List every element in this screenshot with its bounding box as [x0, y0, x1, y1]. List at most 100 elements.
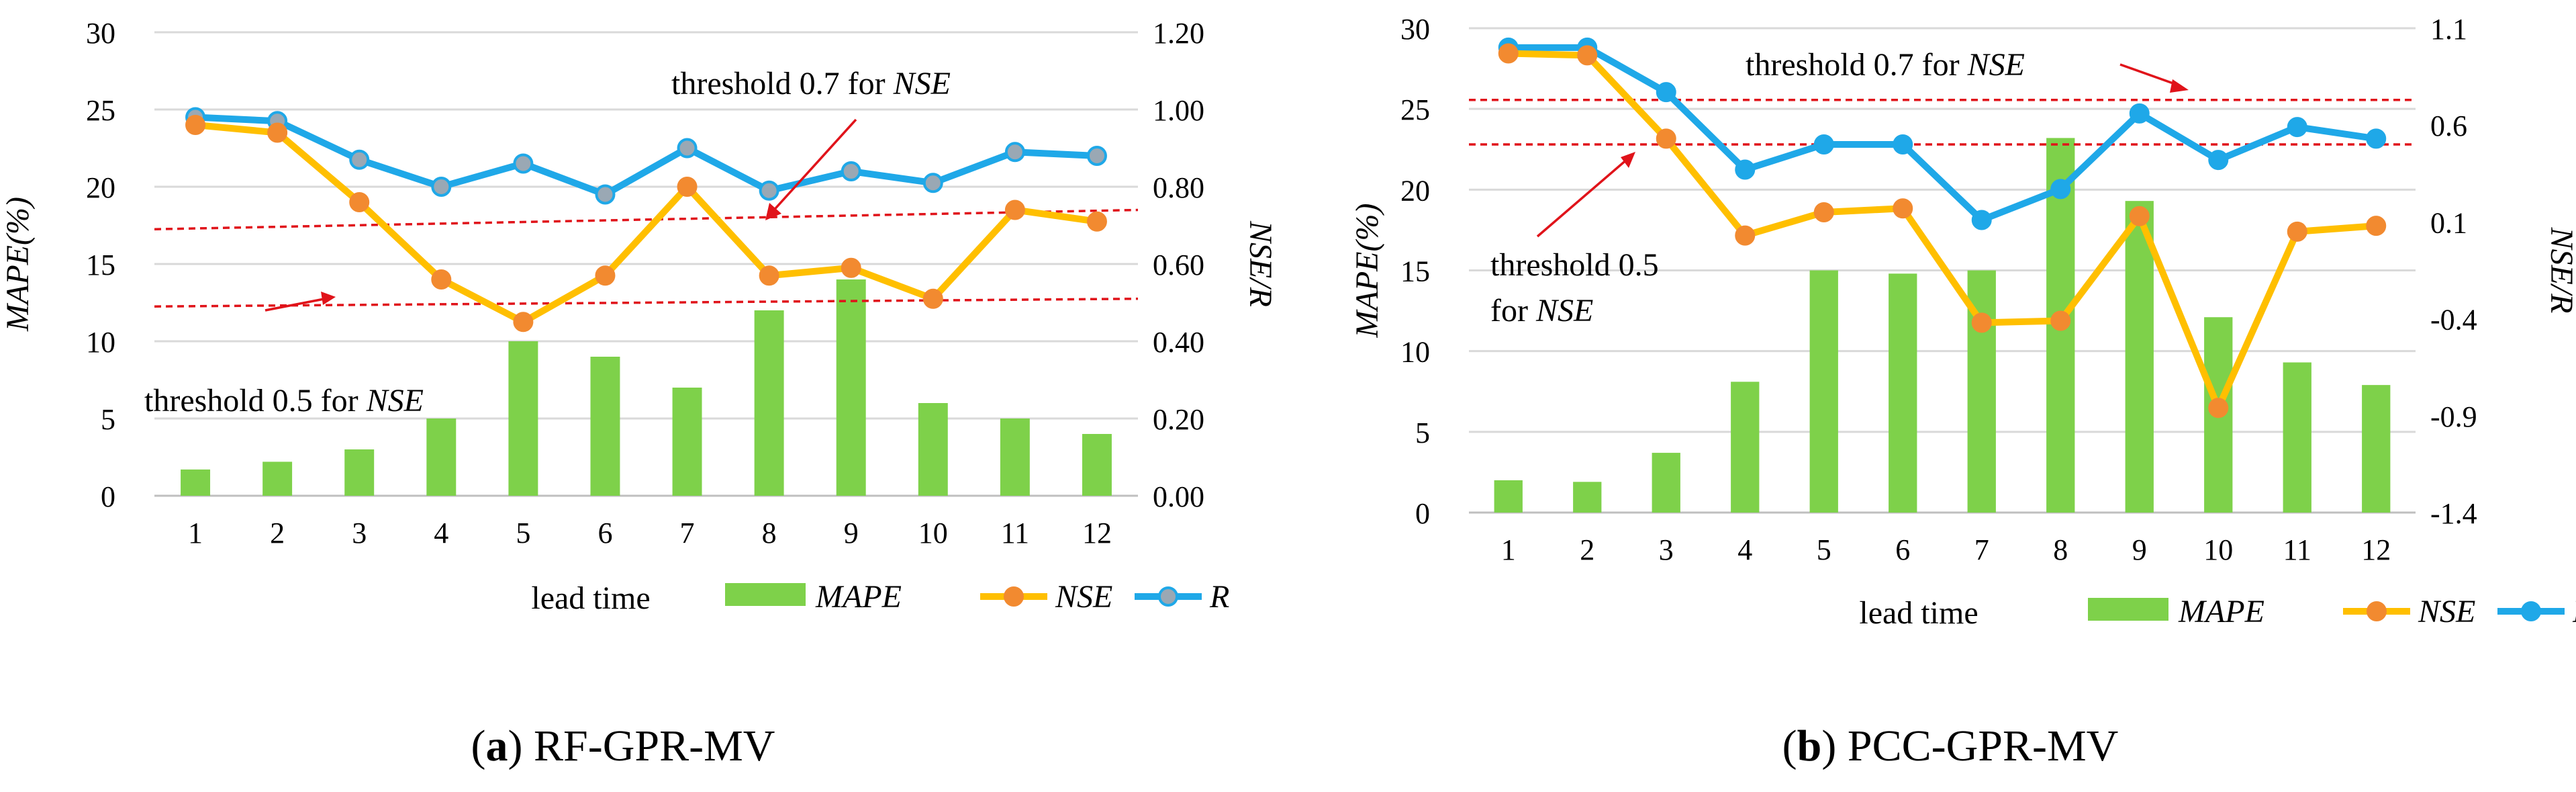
- annotation-arrow: [265, 297, 328, 312]
- bar-mape: [590, 357, 620, 496]
- threshold-label-05: threshold 0.5 for NSE: [144, 383, 424, 419]
- x-tick-label: 7: [1974, 533, 1989, 566]
- threshold-label-07-text: threshold 0.7 for: [671, 66, 894, 101]
- bar-mape: [263, 461, 293, 496]
- legend-label-mape: MAPE: [2178, 594, 2264, 629]
- y-left-tick-label: 0: [101, 480, 115, 513]
- bar-mape: [1494, 480, 1523, 513]
- x-tick-label: 3: [352, 517, 367, 549]
- point-nse: [1577, 45, 1598, 66]
- y-right-tick-label: -0.9: [2430, 400, 2477, 433]
- annotation-arrow: [769, 118, 857, 215]
- point-nse: [2208, 398, 2229, 419]
- point-r: [759, 180, 779, 201]
- point-r: [841, 161, 861, 181]
- bar-mape: [2362, 385, 2391, 513]
- bar-mape: [1000, 419, 1030, 496]
- x-tick-label: 2: [270, 517, 285, 549]
- x-tick-label: 12: [1082, 517, 1112, 549]
- point-nse: [185, 115, 206, 135]
- bar-mape: [672, 388, 702, 496]
- panel-caption: (b) PCC-GPR-MV: [1782, 721, 2119, 771]
- point-r: [922, 173, 943, 193]
- y-right-axis-title: NSE/R: [1243, 220, 1278, 307]
- point-nse: [841, 257, 861, 278]
- caption-close: ): [508, 721, 534, 771]
- x-tick-label: 6: [598, 517, 612, 549]
- point-r: [1656, 82, 1676, 103]
- bar-mape: [1731, 382, 1760, 513]
- y-left-tick-label: 15: [1400, 255, 1430, 288]
- caption-text: PCC-GPR-MV: [1848, 721, 2118, 771]
- point-nse: [1656, 128, 1676, 149]
- y-left-tick-label: 25: [1400, 93, 1430, 126]
- point-nse: [1735, 225, 1756, 246]
- point-nse: [595, 265, 616, 286]
- point-r: [349, 149, 370, 170]
- panel-caption: (a) RF-GPR-MV: [471, 721, 775, 771]
- y-left-axis-title: MAPE(%): [0, 197, 36, 332]
- point-nse: [759, 265, 779, 286]
- threshold-label-07-italic: NSE: [1967, 47, 2025, 83]
- annotation-arrowhead: [765, 203, 781, 220]
- bar-mape: [1082, 434, 1112, 496]
- bar-mape: [1889, 273, 1917, 513]
- x-tick-label: 5: [1817, 533, 1831, 566]
- x-tick-label: 10: [918, 517, 948, 549]
- y-left-tick-label: 5: [1415, 416, 1430, 449]
- y-left-axis-title: MAPE(%): [1349, 204, 1385, 339]
- bar-mape: [754, 310, 784, 496]
- threshold-line: [154, 298, 1139, 308]
- x-tick-label: 12: [2361, 533, 2391, 566]
- bar-mape: [918, 403, 948, 496]
- point-nse: [1004, 200, 1025, 220]
- point-nse: [431, 269, 452, 290]
- caption-letter: a: [486, 721, 508, 771]
- point-r: [2208, 150, 2229, 171]
- bar-mape: [1809, 270, 1838, 513]
- threshold-label-05-text: threshold 0.5 for: [144, 383, 367, 419]
- y-left-tick-label: 20: [1400, 174, 1430, 207]
- x-axis-title: lead time: [531, 580, 650, 616]
- chart-panel-a: 0510152025300.000.200.400.600.801.001.20…: [0, 17, 1278, 771]
- threshold-line: [154, 208, 1139, 230]
- bar-mape: [836, 279, 866, 496]
- bar-mape: [1652, 453, 1680, 513]
- point-nse: [1971, 312, 1992, 333]
- y-left-tick-label: 25: [86, 94, 115, 127]
- bar-mape: [344, 449, 375, 496]
- point-nse: [1893, 198, 1913, 219]
- threshold-label-07: threshold 0.7 for NSE: [1746, 47, 2025, 83]
- legend-label-r: R: [2572, 594, 2576, 629]
- point-nse: [513, 312, 534, 333]
- bar-mape: [2283, 362, 2311, 513]
- y-right-tick-label: 1.00: [1153, 94, 1204, 127]
- point-r: [2366, 128, 2387, 149]
- point-r: [2287, 117, 2307, 138]
- legend-label-mape: MAPE: [815, 579, 902, 615]
- caption-close: ): [1821, 721, 1847, 771]
- y-right-tick-label: -0.4: [2430, 304, 2477, 337]
- x-tick-label: 4: [1737, 533, 1752, 566]
- point-r: [431, 177, 452, 197]
- y-right-tick-label: 0.80: [1153, 171, 1204, 204]
- point-nse: [2366, 216, 2387, 236]
- bar-mape: [426, 419, 457, 496]
- legend-label-nse: NSE: [2418, 594, 2475, 629]
- point-r: [1086, 146, 1107, 166]
- legend-marker-r: [1158, 586, 1178, 607]
- x-tick-label: 7: [680, 517, 695, 549]
- x-tick-label: 10: [2203, 533, 2233, 566]
- legend-label-r: R: [1209, 579, 1229, 615]
- caption-text: RF-GPR-MV: [534, 721, 775, 771]
- threshold-label-05-line2: for NSE: [1490, 293, 1593, 328]
- x-tick-label: 9: [844, 517, 859, 549]
- point-nse: [1813, 202, 1834, 222]
- x-tick-label: 3: [1659, 533, 1674, 566]
- y-right-tick-label: 0.60: [1153, 249, 1204, 281]
- y-left-tick-label: 5: [101, 403, 115, 436]
- threshold-label-05-line2-text: for: [1490, 293, 1536, 328]
